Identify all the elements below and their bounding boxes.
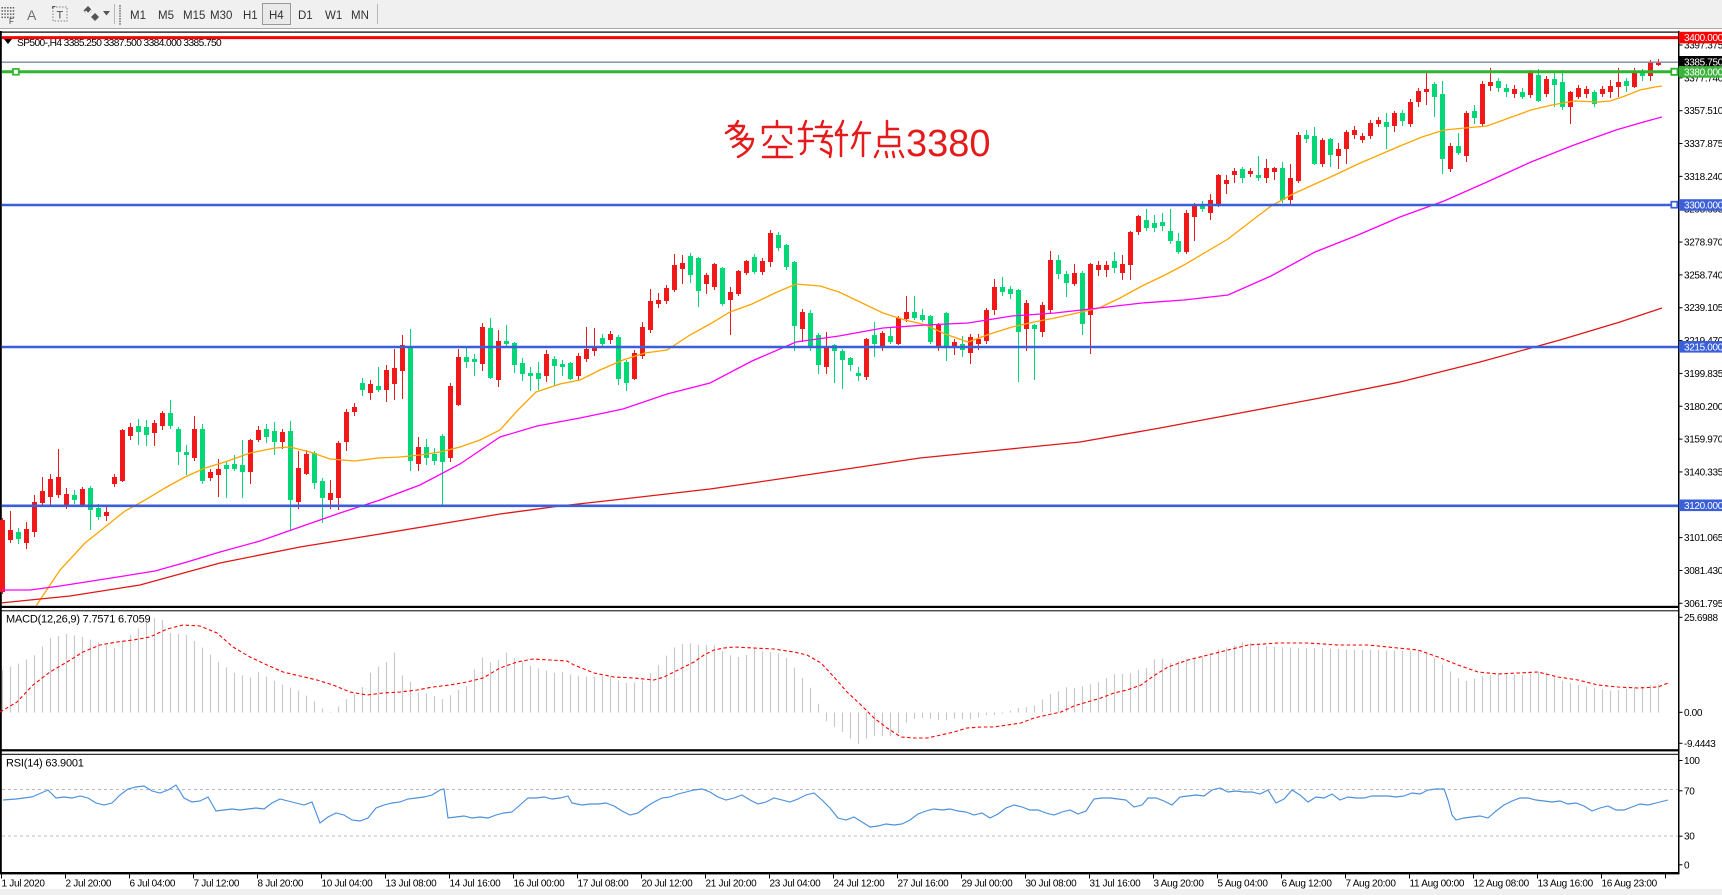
svg-text:0: 0	[1684, 860, 1690, 871]
svg-text:M30: M30	[210, 10, 232, 22]
svg-text:27 Jul 16:00: 27 Jul 16:00	[898, 879, 950, 890]
svg-text:3081.430: 3081.430	[1684, 566, 1722, 577]
svg-text:3 Aug 20:00: 3 Aug 20:00	[1154, 879, 1205, 890]
svg-text:3397.375: 3397.375	[1684, 41, 1722, 52]
svg-text:M1: M1	[130, 10, 146, 22]
svg-text:3385.750: 3385.750	[1684, 57, 1722, 68]
svg-text:H1: H1	[243, 10, 258, 22]
svg-text:0.00: 0.00	[1684, 708, 1703, 719]
svg-text:3377.740: 3377.740	[1684, 73, 1722, 84]
svg-text:30 Jul 08:00: 30 Jul 08:00	[1026, 879, 1078, 890]
svg-text:3061.795: 3061.795	[1684, 599, 1722, 610]
svg-text:SP500-,H4 3385.250 3387.500 3: SP500-,H4 3385.250 3387.500 3384.000 338…	[17, 38, 222, 49]
svg-text:8 Jul 20:00: 8 Jul 20:00	[258, 879, 304, 890]
svg-text:14 Jul 16:00: 14 Jul 16:00	[450, 879, 502, 890]
svg-text:H4: H4	[269, 10, 284, 22]
svg-text:16 Aug 23:00: 16 Aug 23:00	[1602, 879, 1658, 890]
svg-text:3380.000: 3380.000	[1684, 68, 1722, 79]
svg-text:17 Jul 08:00: 17 Jul 08:00	[578, 879, 630, 890]
svg-text:3199.835: 3199.835	[1684, 369, 1722, 380]
svg-text:M15: M15	[183, 10, 205, 22]
svg-text:6 Jul 04:00: 6 Jul 04:00	[130, 879, 176, 890]
svg-text:16 Jul 00:00: 16 Jul 00:00	[514, 879, 566, 890]
svg-text:100: 100	[1684, 756, 1700, 767]
svg-text:25.6988: 25.6988	[1684, 613, 1718, 624]
svg-text:MN: MN	[351, 10, 369, 22]
svg-text:3300.000: 3300.000	[1684, 201, 1722, 212]
svg-text:20 Jul 12:00: 20 Jul 12:00	[642, 879, 694, 890]
svg-text:MACD(12,26,9) 7.7571 6.7059: MACD(12,26,9) 7.7571 6.7059	[6, 614, 150, 626]
svg-text:A: A	[27, 7, 37, 23]
svg-text:3337.875: 3337.875	[1684, 139, 1722, 150]
svg-text:3101.065: 3101.065	[1684, 533, 1722, 544]
svg-text:3120.000: 3120.000	[1684, 501, 1722, 512]
svg-text:3400.000: 3400.000	[1684, 33, 1722, 44]
svg-text:3215.000: 3215.000	[1684, 342, 1722, 353]
svg-text:3318.240: 3318.240	[1684, 172, 1722, 183]
svg-text:F: F	[9, 17, 14, 26]
svg-text:1 Jul 2020: 1 Jul 2020	[2, 879, 46, 890]
svg-text:2 Jul 20:00: 2 Jul 20:00	[66, 879, 112, 890]
svg-text:12 Aug 08:00: 12 Aug 08:00	[1474, 879, 1530, 890]
svg-text:3159.970: 3159.970	[1684, 435, 1722, 446]
svg-text:30: 30	[1684, 832, 1695, 843]
svg-text:M5: M5	[158, 10, 174, 22]
svg-text:3278.970: 3278.970	[1684, 238, 1722, 249]
svg-text:3258.740: 3258.740	[1684, 270, 1722, 281]
svg-text:3357.510: 3357.510	[1684, 106, 1722, 117]
svg-text:21 Jul 20:00: 21 Jul 20:00	[706, 879, 758, 890]
svg-text:13 Jul 08:00: 13 Jul 08:00	[386, 879, 438, 890]
svg-text:24 Jul 12:00: 24 Jul 12:00	[834, 879, 886, 890]
svg-text:7 Aug 20:00: 7 Aug 20:00	[1346, 879, 1397, 890]
svg-text:31 Jul 16:00: 31 Jul 16:00	[1090, 879, 1142, 890]
svg-text:RSI(14) 63.9001: RSI(14) 63.9001	[6, 758, 84, 770]
svg-text:23 Jul 04:00: 23 Jul 04:00	[770, 879, 822, 890]
svg-text:3239.105: 3239.105	[1684, 303, 1722, 314]
svg-text:W1: W1	[325, 10, 342, 22]
svg-text:6 Aug 12:00: 6 Aug 12:00	[1282, 879, 1333, 890]
svg-text:T: T	[57, 10, 64, 22]
svg-text:7 Jul 12:00: 7 Jul 12:00	[194, 879, 240, 890]
svg-text:5 Aug 04:00: 5 Aug 04:00	[1218, 879, 1269, 890]
svg-text:3140.335: 3140.335	[1684, 467, 1722, 478]
svg-text:3180.200: 3180.200	[1684, 402, 1722, 413]
svg-text:-9.4443: -9.4443	[1684, 739, 1716, 750]
svg-text:29 Jul 00:00: 29 Jul 00:00	[962, 879, 1014, 890]
svg-text:13 Aug 16:00: 13 Aug 16:00	[1538, 879, 1594, 890]
svg-text:10 Jul 04:00: 10 Jul 04:00	[322, 879, 374, 890]
svg-text:D1: D1	[298, 10, 313, 22]
svg-text:3380: 3380	[906, 123, 991, 165]
svg-text:70: 70	[1684, 786, 1695, 797]
svg-text:11 Aug 00:00: 11 Aug 00:00	[1410, 879, 1465, 890]
